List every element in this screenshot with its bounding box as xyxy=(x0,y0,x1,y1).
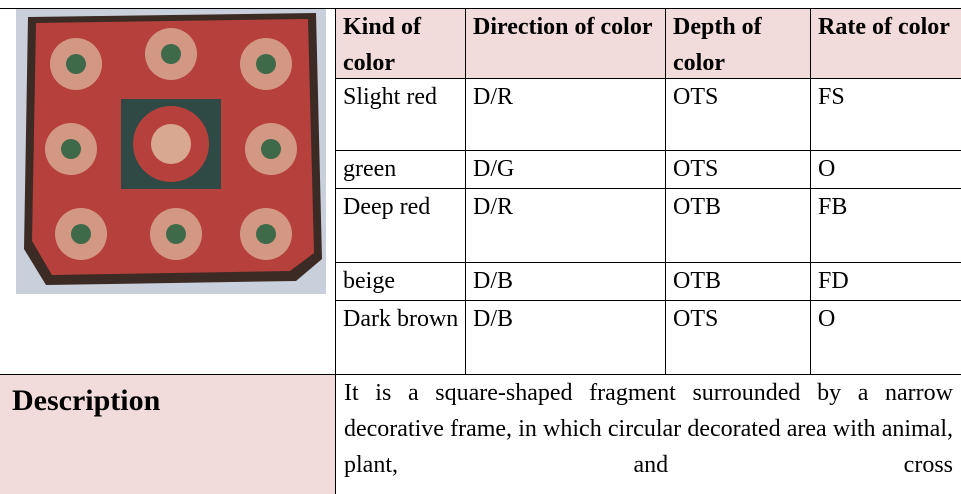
table-cell: OTB xyxy=(665,188,811,263)
table-cell: Slight red xyxy=(335,78,466,151)
header-cell: Kind of color xyxy=(335,8,466,79)
textile-image xyxy=(16,9,326,294)
table-cell: D/R xyxy=(465,188,666,263)
table-cell: D/B xyxy=(465,300,666,375)
table-cell: beige xyxy=(335,262,466,301)
table-cell: O xyxy=(810,300,961,375)
description-label: Description xyxy=(0,374,336,494)
table-cell: green xyxy=(335,150,466,189)
header-cell: Rate of color xyxy=(810,8,961,79)
description-text: It is a square-shaped fragment surrounde… xyxy=(335,374,961,494)
header-cell: Direction of color xyxy=(465,8,666,79)
table-cell: OTS xyxy=(665,150,811,189)
table-cell: OTS xyxy=(665,300,811,375)
table-cell: OTB xyxy=(665,262,811,301)
table-cell: FS xyxy=(810,78,961,151)
table-cell: D/G xyxy=(465,150,666,189)
table-cell: D/R xyxy=(465,78,666,151)
table-cell: O xyxy=(810,150,961,189)
image-cell xyxy=(0,8,336,375)
table-cell: D/B xyxy=(465,262,666,301)
table-cell: OTS xyxy=(665,78,811,151)
table-cell: Dark brown xyxy=(335,300,466,375)
table-cell: Deep red xyxy=(335,188,466,263)
header-cell: Depth of color xyxy=(665,8,811,79)
table-cell: FD xyxy=(810,262,961,301)
table-cell: FB xyxy=(810,188,961,263)
